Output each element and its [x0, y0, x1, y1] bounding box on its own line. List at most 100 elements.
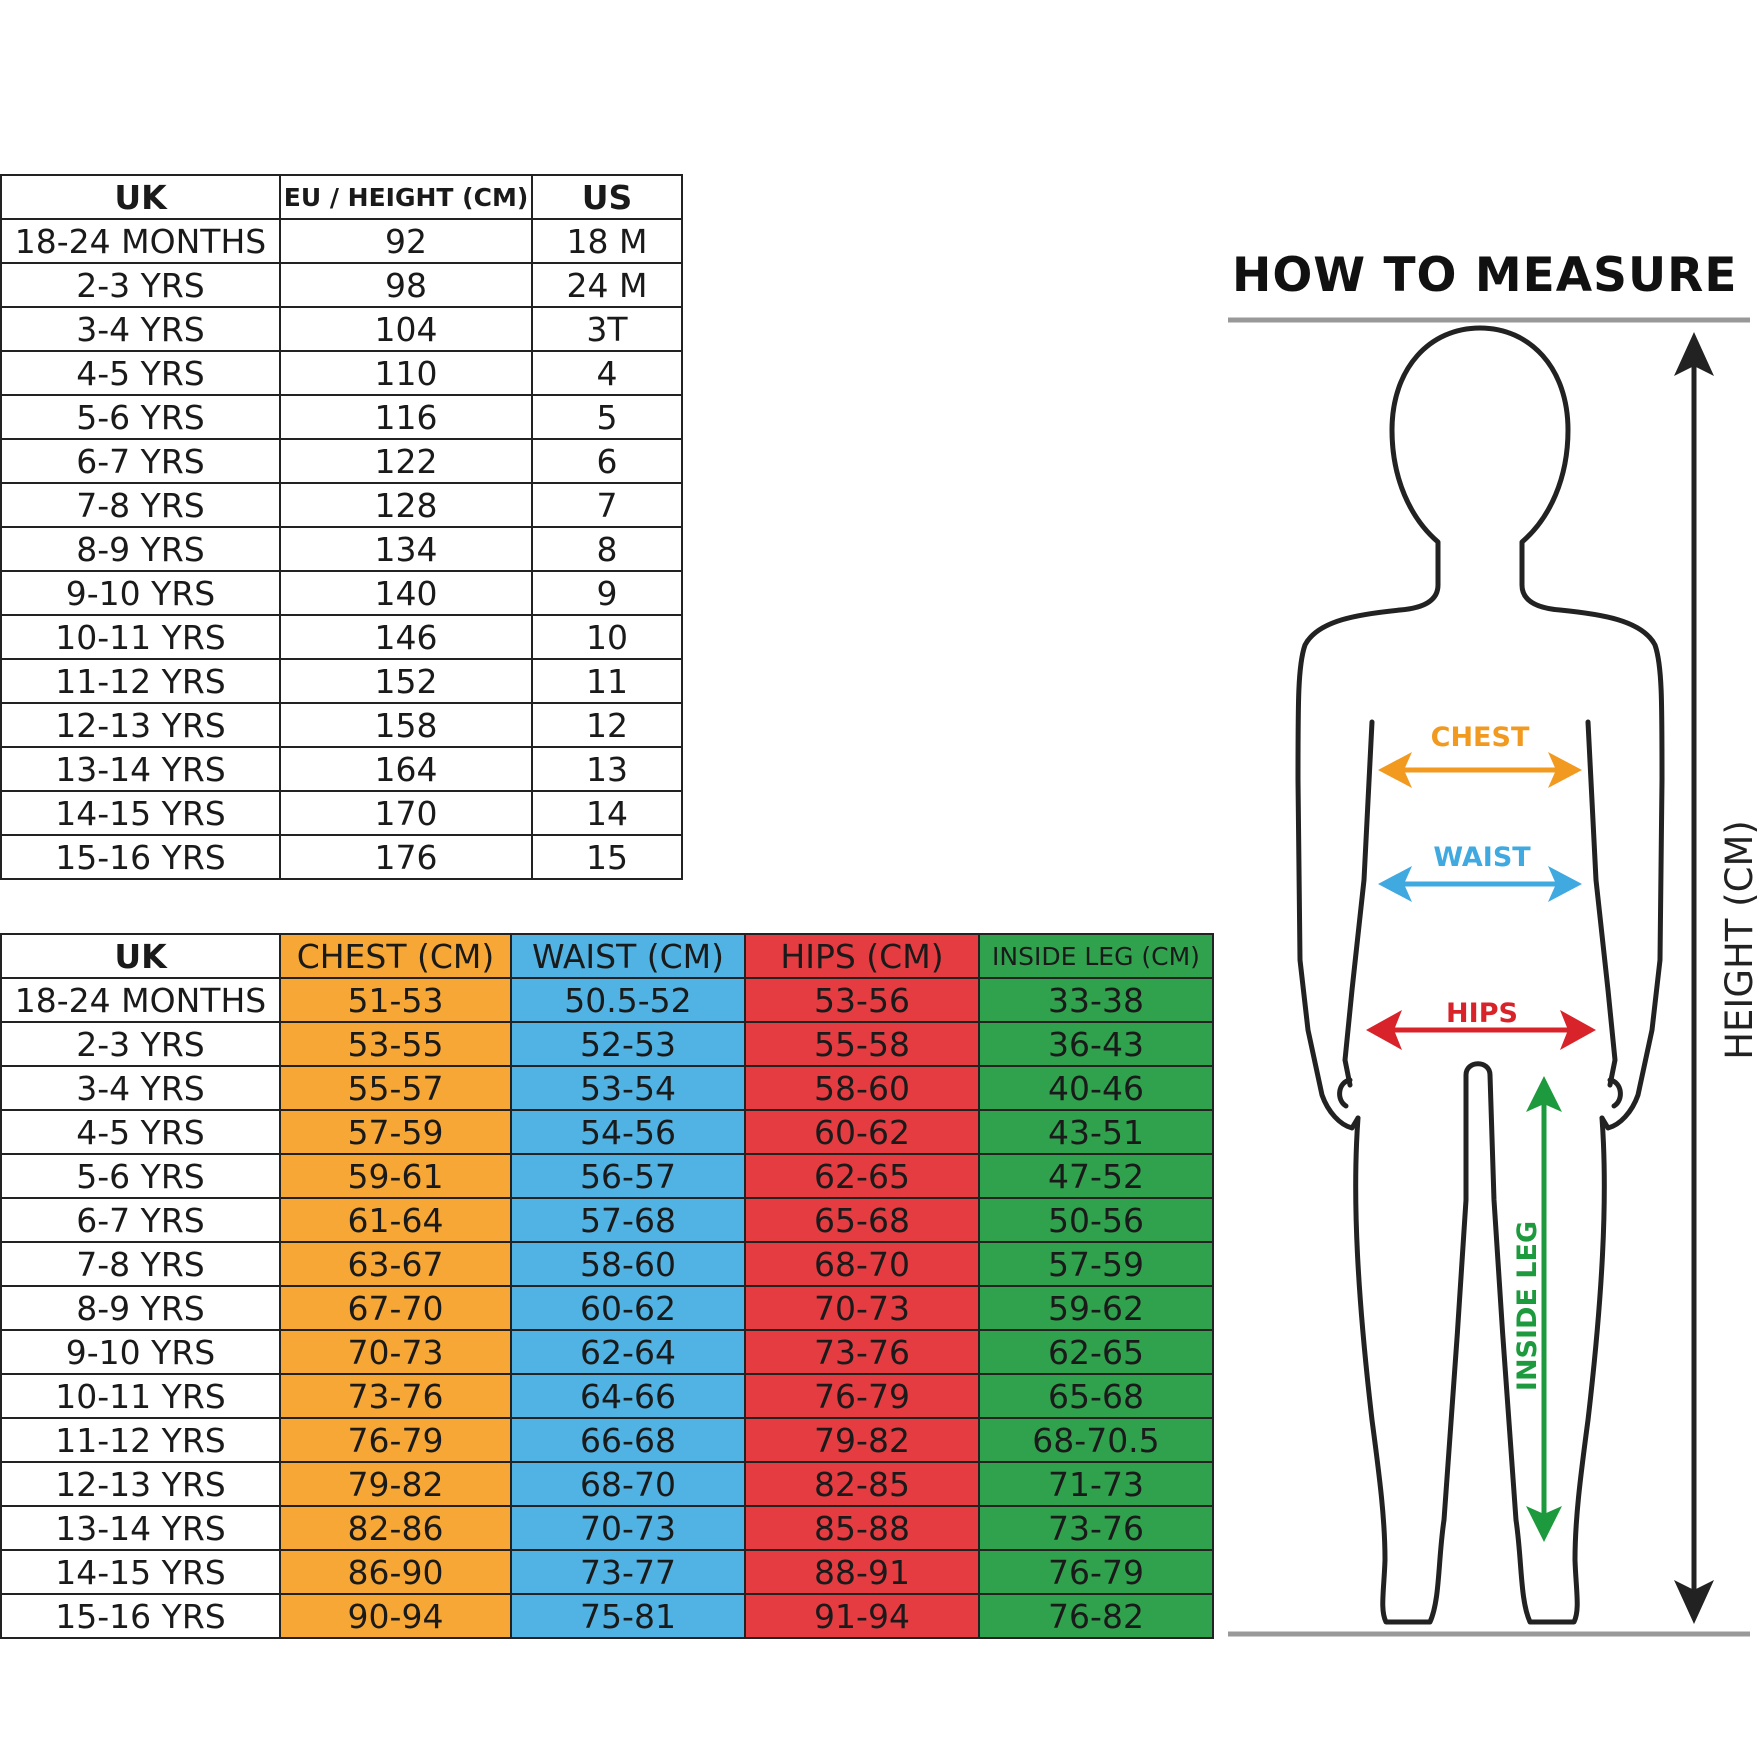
cell-hips: 79-82	[744, 1417, 980, 1463]
cell-hips: 53-56	[744, 977, 980, 1023]
cell-inside-leg: 57-59	[978, 1241, 1214, 1287]
header-waist: WAIST (CM)	[510, 933, 746, 979]
cell-uk-size: 3-4 YRS	[0, 306, 281, 352]
cell-waist: 70-73	[510, 1505, 746, 1551]
cell-hips: 88-91	[744, 1549, 980, 1595]
cell-chest: 90-94	[279, 1593, 512, 1639]
table-row: 3-4 YRS 55-57 53-54 58-60 40-46	[0, 1065, 1214, 1111]
cell-uk-size: 2-3 YRS	[0, 1021, 281, 1067]
cell-inside-leg: 43-51	[978, 1109, 1214, 1155]
table-row: 2-3 YRS 98 24 M	[0, 262, 683, 308]
cell-us-size: 12	[531, 702, 683, 748]
cell-hips: 82-85	[744, 1461, 980, 1507]
cell-eu-height: 116	[279, 394, 533, 440]
cell-uk-size: 15-16 YRS	[0, 1593, 281, 1639]
cell-uk-size: 12-13 YRS	[0, 1461, 281, 1507]
cell-eu-height: 134	[279, 526, 533, 572]
table-row: 7-8 YRS 128 7	[0, 482, 683, 528]
cell-waist: 58-60	[510, 1241, 746, 1287]
height-label: HEIGHT (CM)	[1718, 820, 1761, 1060]
cell-uk-size: 10-11 YRS	[0, 1373, 281, 1419]
cell-inside-leg: 36-43	[978, 1021, 1214, 1067]
cell-chest: 67-70	[279, 1285, 512, 1331]
cell-uk-size: 11-12 YRS	[0, 1417, 281, 1463]
header-uk: UK	[0, 174, 281, 220]
cell-eu-height: 122	[279, 438, 533, 484]
cell-waist: 54-56	[510, 1109, 746, 1155]
table-row: 5-6 YRS 59-61 56-57 62-65 47-52	[0, 1153, 1214, 1199]
cell-inside-leg: 40-46	[978, 1065, 1214, 1111]
cell-hips: 62-65	[744, 1153, 980, 1199]
cell-uk-size: 5-6 YRS	[0, 1153, 281, 1199]
header-chest: CHEST (CM)	[279, 933, 512, 979]
table-row: 6-7 YRS 122 6	[0, 438, 683, 484]
cell-hips: 91-94	[744, 1593, 980, 1639]
table-row: 9-10 YRS 140 9	[0, 570, 683, 616]
chest-arrow-icon	[1378, 752, 1582, 788]
hips-label: HIPS	[1446, 998, 1518, 1029]
cell-waist: 68-70	[510, 1461, 746, 1507]
cell-uk-size: 10-11 YRS	[0, 614, 281, 660]
cell-inside-leg: 50-56	[978, 1197, 1214, 1243]
cell-uk-size: 11-12 YRS	[0, 658, 281, 704]
cell-eu-height: 92	[279, 218, 533, 264]
body-measurement-table: UK CHEST (CM) WAIST (CM) HIPS (CM) INSID…	[0, 933, 1214, 1639]
cell-hips: 68-70	[744, 1241, 980, 1287]
cell-inside-leg: 62-65	[978, 1329, 1214, 1375]
table-row: 8-9 YRS 134 8	[0, 526, 683, 572]
cell-chest: 73-76	[279, 1373, 512, 1419]
cell-uk-size: 5-6 YRS	[0, 394, 281, 440]
header-inside-leg: INSIDE LEG (CM)	[978, 933, 1214, 979]
cell-uk-size: 7-8 YRS	[0, 482, 281, 528]
cell-uk-size: 7-8 YRS	[0, 1241, 281, 1287]
cell-waist: 56-57	[510, 1153, 746, 1199]
cell-waist: 60-62	[510, 1285, 746, 1331]
cell-chest: 61-64	[279, 1197, 512, 1243]
cell-us-size: 4	[531, 350, 683, 396]
height-arrow-icon	[1674, 332, 1714, 1624]
measure-table-header-row: UK CHEST (CM) WAIST (CM) HIPS (CM) INSID…	[0, 933, 1214, 979]
cell-hips: 76-79	[744, 1373, 980, 1419]
cell-us-size: 3T	[531, 306, 683, 352]
cell-inside-leg: 47-52	[978, 1153, 1214, 1199]
chest-label: CHEST	[1431, 722, 1530, 753]
cell-inside-leg: 65-68	[978, 1373, 1214, 1419]
cell-uk-size: 14-15 YRS	[0, 1549, 281, 1595]
cell-waist: 73-77	[510, 1549, 746, 1595]
table-row: 15-16 YRS 176 15	[0, 834, 683, 880]
table-row: 8-9 YRS 67-70 60-62 70-73 59-62	[0, 1285, 1214, 1331]
cell-us-size: 18 M	[531, 218, 683, 264]
cell-chest: 57-59	[279, 1109, 512, 1155]
cell-hips: 70-73	[744, 1285, 980, 1331]
table-row: 15-16 YRS 90-94 75-81 91-94 76-82	[0, 1593, 1214, 1639]
cell-us-size: 8	[531, 526, 683, 572]
cell-inside-leg: 68-70.5	[978, 1417, 1214, 1463]
cell-uk-size: 13-14 YRS	[0, 746, 281, 792]
cell-chest: 86-90	[279, 1549, 512, 1595]
cell-us-size: 7	[531, 482, 683, 528]
table-row: 9-10 YRS 70-73 62-64 73-76 62-65	[0, 1329, 1214, 1375]
cell-uk-size: 2-3 YRS	[0, 262, 281, 308]
inside-leg-label: INSIDE LEG	[1512, 1221, 1543, 1391]
cell-chest: 76-79	[279, 1417, 512, 1463]
cell-waist: 64-66	[510, 1373, 746, 1419]
cell-uk-size: 4-5 YRS	[0, 350, 281, 396]
cell-eu-height: 170	[279, 790, 533, 836]
table-row: 12-13 YRS 79-82 68-70 82-85 71-73	[0, 1461, 1214, 1507]
cell-uk-size: 14-15 YRS	[0, 790, 281, 836]
table-row: 14-15 YRS 170 14	[0, 790, 683, 836]
cell-eu-height: 158	[279, 702, 533, 748]
cell-inside-leg: 33-38	[978, 977, 1214, 1023]
cell-chest: 53-55	[279, 1021, 512, 1067]
table-row: 3-4 YRS 104 3T	[0, 306, 683, 352]
cell-uk-size: 12-13 YRS	[0, 702, 281, 748]
cell-inside-leg: 76-82	[978, 1593, 1214, 1639]
table-row: 12-13 YRS 158 12	[0, 702, 683, 748]
cell-eu-height: 128	[279, 482, 533, 528]
cell-us-size: 11	[531, 658, 683, 704]
size-table-header-row: UK EU / HEIGHT (CM) US	[0, 174, 683, 220]
table-row: 10-11 YRS 146 10	[0, 614, 683, 660]
table-row: 6-7 YRS 61-64 57-68 65-68 50-56	[0, 1197, 1214, 1243]
table-row: 18-24 MONTHS 51-53 50.5-52 53-56 33-38	[0, 977, 1214, 1023]
cell-eu-height: 98	[279, 262, 533, 308]
